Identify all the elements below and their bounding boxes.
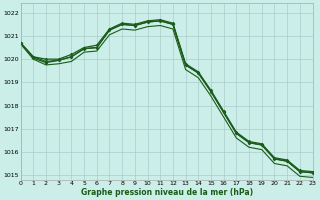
X-axis label: Graphe pression niveau de la mer (hPa): Graphe pression niveau de la mer (hPa): [81, 188, 252, 197]
